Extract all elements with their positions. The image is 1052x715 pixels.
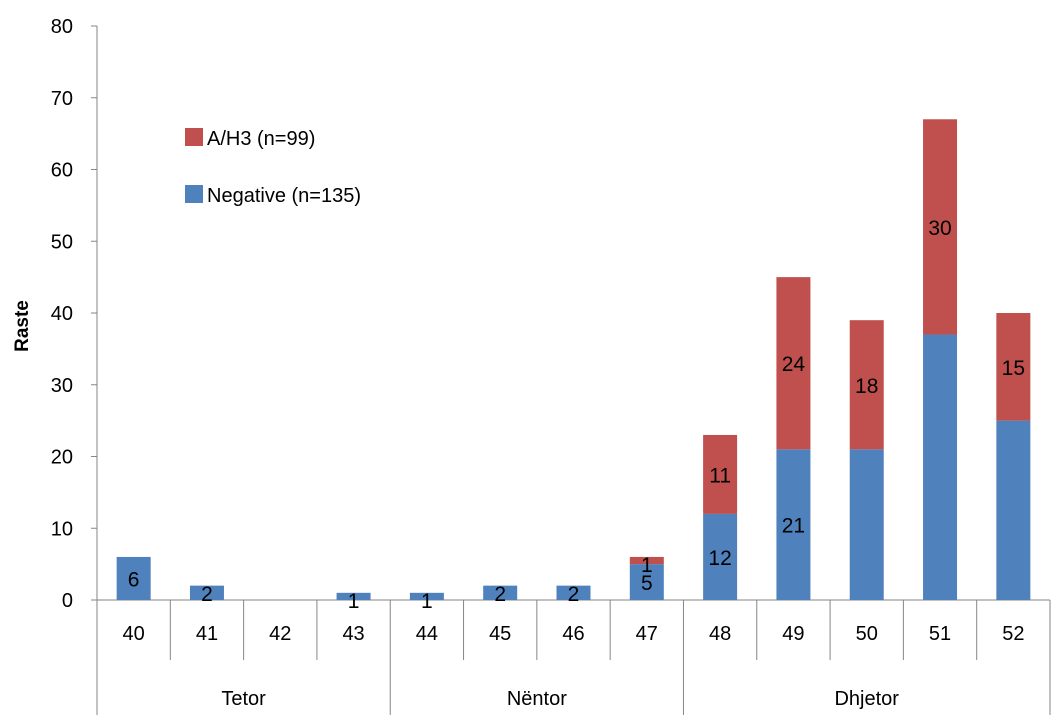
y-axis-title: Raste [12,300,33,352]
data-label: 24 [782,353,806,376]
bar-segment-series-0 [116,556,151,600]
x-tick-label: 47 [636,623,658,645]
bar-segment-series-1 [629,556,664,565]
data-label: 6 [128,568,140,591]
data-label: 1 [421,590,433,613]
bar-segment-series-1 [923,119,958,335]
data-label: 2 [568,583,580,606]
bar-segment-series-0 [189,585,224,600]
y-tick-label: 80 [51,16,73,38]
bar-segment-series-0 [703,513,738,600]
bar-segment-series-0 [776,449,811,600]
data-label: 1 [348,590,360,613]
x-tick-label: 49 [782,623,804,645]
x-group-label: Tetor [221,688,266,710]
x-tick-label: 50 [856,623,878,645]
data-label: 2 [201,583,213,606]
x-tick-label: 41 [196,623,218,645]
data-label: 21 [782,515,805,538]
y-tick-label: 60 [51,160,73,182]
legend-swatch [185,185,203,203]
data-label: 2 [494,583,506,606]
data-label: 12 [708,547,731,570]
legend-label: A/H3 (n=99) [207,128,315,150]
y-tick-label: 70 [51,88,73,110]
y-tick-label: 0 [62,590,73,612]
y-tick-label: 20 [51,447,73,469]
bar-segment-series-1 [703,434,738,514]
data-label: 30 [928,217,951,240]
bar-segment-series-0 [409,592,444,600]
legend-swatch [185,128,203,146]
bar-segment-series-0 [336,592,371,600]
data-label: 1 [641,554,653,577]
data-label: 15 [1002,357,1025,380]
x-tick-label: 51 [929,623,951,645]
x-tick-label: 46 [562,623,584,645]
x-group-label: Dhjetor [834,688,899,710]
legend: A/H3 (n=99) Negative (n=135) [185,128,361,207]
data-label: 18 [855,375,878,398]
bar-segment-series-1 [776,277,811,450]
x-tick-label: 45 [489,623,511,645]
bar-segment-series-0 [556,585,591,600]
x-tick-label: 48 [709,623,731,645]
axes: 0 10 20 30 40 50 60 70 80 Raste 40 41 42 43 44 45 46 47 48… [12,16,1051,715]
bar-segment-series-0 [996,420,1031,600]
data-label: 11 [709,464,731,487]
y-tick-label: 40 [51,303,73,325]
bar-segment-series-1 [996,313,1031,421]
x-tick-label: 52 [1002,623,1024,645]
x-tick-label: 43 [342,623,364,645]
bar-segment-series-0 [923,334,958,600]
bar-segment-series-0 [629,564,664,600]
bar-segment-series-0 [849,449,884,600]
y-tick-label: 50 [51,231,73,253]
y-tick-label: 10 [51,518,73,540]
bars [116,119,1031,600]
x-tick-label: 42 [269,623,291,645]
y-tick-label: 30 [51,375,73,397]
x-tick-label: 40 [123,623,145,645]
bar-segment-series-0 [483,585,518,600]
x-tick-label: 44 [416,623,438,645]
data-label: 5 [641,572,653,595]
legend-label: Negative (n=135) [207,185,361,207]
bar-segment-series-1 [849,320,884,450]
x-group-label: Nëntor [507,688,567,710]
